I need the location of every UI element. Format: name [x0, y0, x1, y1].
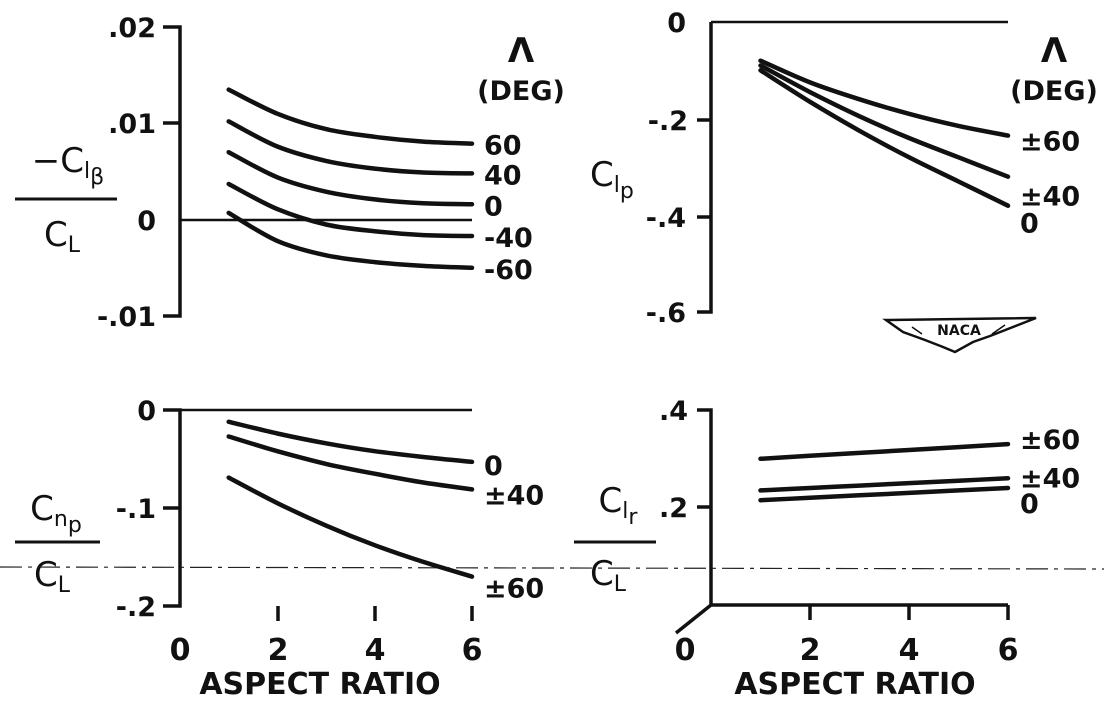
y-tick-label: .2	[659, 493, 688, 524]
series-line	[226, 434, 475, 492]
series-label: 60	[484, 131, 522, 162]
x-tick-label: 2	[800, 633, 821, 668]
series-layer	[226, 87, 475, 271]
naca-wings-logo: NACA	[882, 316, 1037, 354]
lambda-symbol: Λ	[1041, 31, 1068, 71]
series-label: -40	[484, 223, 533, 254]
x-tick-label: 2	[268, 633, 289, 668]
y-tick-label: 0	[667, 8, 686, 39]
legend-title: Λ (DEG)	[477, 31, 565, 107]
y-label-numerator: Clr	[599, 481, 639, 530]
series-label: 40	[484, 160, 522, 191]
x-tick-label: 4	[899, 633, 920, 668]
series-label: ±40	[1020, 463, 1080, 494]
y-label-denominator: CL	[590, 554, 627, 597]
y-tick-label: -.01	[97, 302, 156, 333]
panel-clp: 0 -.2 -.4 -.6 Λ (DEG) Clp ±60±400	[590, 8, 1098, 329]
series-label: ±40	[1020, 182, 1080, 213]
series-line	[226, 149, 475, 207]
legend-title: Λ (DEG)	[1010, 31, 1098, 107]
series-label: -60	[484, 255, 533, 286]
label-layer: ±60 ±400	[1020, 425, 1080, 520]
series-line	[226, 419, 475, 465]
y-label-denominator: CL	[44, 215, 81, 258]
series-layer	[758, 441, 1011, 503]
x-tick-label: 6	[998, 633, 1019, 668]
dashed-guide-line	[0, 566, 1104, 570]
y-tick-label: 0	[137, 396, 156, 427]
y-label-numerator: Cnp	[30, 489, 82, 538]
series-line	[226, 181, 475, 239]
series-line	[226, 87, 475, 146]
series-line	[758, 485, 1011, 503]
y-axis-label: −Clβ CL	[15, 141, 117, 258]
y-axis-label: Cnp CL	[15, 489, 100, 598]
y-axis-label: Clp	[590, 155, 634, 204]
x-axis-title: ASPECT RATIO	[199, 667, 440, 702]
y-tick-label: .01	[108, 109, 156, 140]
y-axis	[163, 25, 182, 318]
series-label: 0	[484, 451, 503, 482]
series-label: ±60	[1020, 127, 1080, 158]
x-tick-label: 4	[365, 633, 386, 668]
series-layer	[226, 419, 475, 579]
x-tick-label: 0	[675, 633, 696, 668]
series-label: 0	[1020, 489, 1039, 520]
y-tick-label: -.2	[648, 106, 688, 137]
legend-unit: (DEG)	[1010, 76, 1098, 107]
logo-text: NACA	[937, 323, 981, 339]
series-line	[226, 210, 475, 271]
series-label: 0	[484, 191, 503, 222]
label-layer: ±60 ±400	[1020, 127, 1080, 240]
series-line	[226, 475, 475, 579]
panel-clr: .4 .2 0 2 4 6 ASPECT RATIO Clr CL ±60 ±40…	[574, 396, 1080, 702]
y-tick-label: .02	[108, 13, 156, 44]
y-axis	[697, 408, 713, 605]
y-axis-label: Clr CL	[574, 481, 656, 597]
y-tick-label: -.6	[646, 298, 686, 329]
panel-cl-beta: .02 .01 0 -.01 Λ (DEG) −Clβ CL 60400-40-…	[15, 13, 565, 333]
series-line	[758, 68, 1011, 208]
y-tick-label: -.1	[116, 494, 156, 525]
series-label: ±60	[484, 574, 544, 605]
series-layer	[758, 58, 1011, 208]
y-tick-label: -.2	[116, 592, 156, 623]
series-line	[758, 58, 1011, 138]
lambda-symbol: Λ	[508, 31, 535, 71]
y-tick-label: -.4	[646, 203, 686, 234]
x-tick-label: 0	[170, 633, 191, 668]
x-axis-title: ASPECT RATIO	[734, 667, 975, 702]
series-line	[226, 119, 475, 176]
series-line	[758, 476, 1011, 493]
series-line	[758, 441, 1011, 462]
series-label: 0	[1020, 209, 1039, 240]
x-tick-label: 6	[462, 633, 483, 668]
series-line	[758, 63, 1011, 179]
y-tick-label: 0	[137, 206, 156, 237]
x-axis	[674, 603, 1008, 635]
y-label-denominator: CL	[34, 555, 71, 598]
label-layer: 0±40 ±60	[484, 451, 544, 605]
y-axis	[697, 22, 713, 314]
series-label: ±40	[484, 480, 544, 511]
series-label: ±60	[1020, 425, 1080, 456]
legend-unit: (DEG)	[477, 76, 565, 107]
panel-cnp: 0 -.1 -.2 0 2 4 6 ASPECT RATIO Cnp CL 0±…	[15, 396, 544, 702]
y-label-numerator: −Clβ	[32, 141, 104, 190]
y-tick-label: .4	[659, 396, 688, 427]
